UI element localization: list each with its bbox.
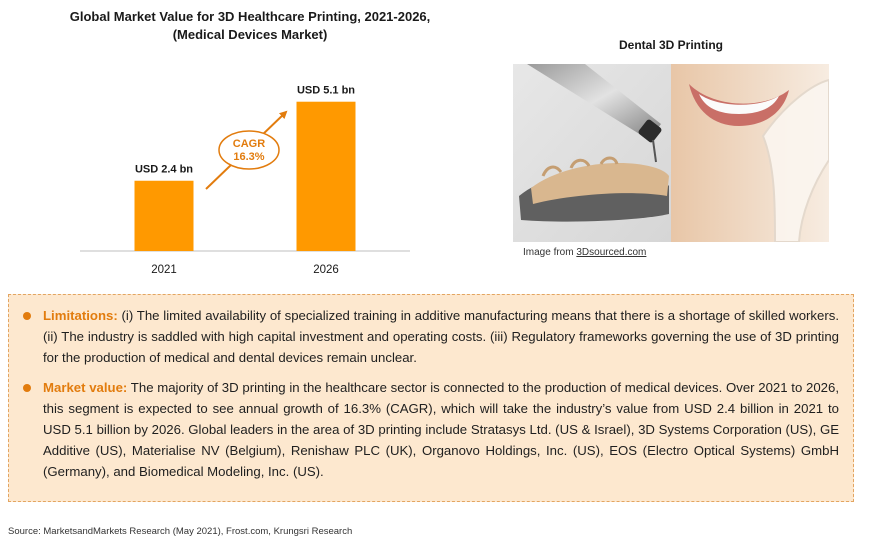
bar-2021 [134, 180, 194, 251]
info-box: Limitations: (i) The limited availabilit… [8, 294, 854, 502]
bar-chart: USD 2.4 bn USD 5.1 bn 2021 2026 CAGR 16.… [80, 85, 410, 276]
limitations-heading: Limitations: [43, 308, 118, 323]
market-value-text: The majority of 3D printing in the healt… [43, 380, 839, 479]
data-label-2021: USD 2.4 bn [135, 164, 193, 176]
cagr-value: 16.3% [233, 151, 264, 163]
data-label-2026: USD 5.1 bn [297, 85, 355, 97]
bullet-dot-icon [23, 384, 31, 392]
photo-credit-prefix: Image from [523, 247, 577, 258]
cagr-label: CAGR [233, 138, 265, 150]
chart-title: Global Market Value for 3D Healthcare Pr… [69, 9, 431, 42]
limitations-bullet: Limitations: (i) The limited availabilit… [23, 305, 839, 368]
bar-2026 [296, 101, 356, 251]
photo-credit-link[interactable]: 3Dsourced.com [576, 247, 647, 258]
market-value-bullet: Market value: The majority of 3D printin… [23, 377, 839, 482]
photo-title: Dental 3D Printing [618, 38, 723, 52]
photo-credit: Image from 3Dsourced.com [523, 247, 646, 258]
cagr-bubble [218, 130, 280, 170]
bullet-dot-icon [23, 312, 31, 320]
source-note: Source: MarketsandMarkets Research (May … [8, 526, 353, 537]
x-tick-2021: 2021 [151, 264, 177, 276]
x-tick-2026: 2026 [313, 264, 339, 276]
market-value-heading: Market value: [43, 380, 128, 395]
dental-3d-printing-photo [513, 64, 829, 242]
limitations-text: (i) The limited availability of speciali… [43, 308, 839, 365]
